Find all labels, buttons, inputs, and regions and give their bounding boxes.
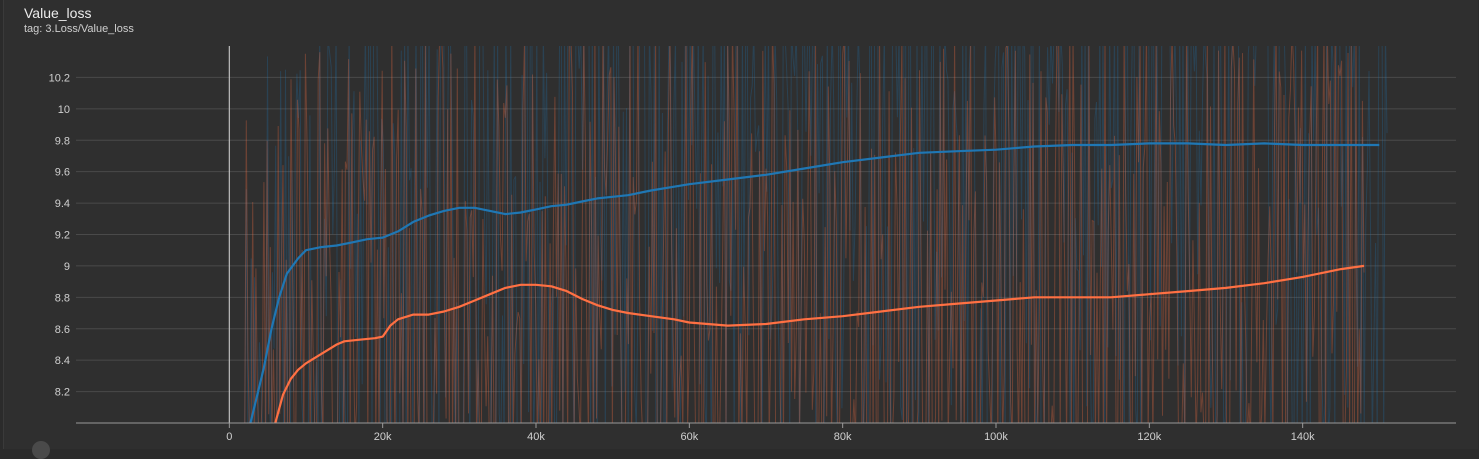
y-tick-label: 8.2 [55, 387, 70, 399]
y-tick-label: 9.4 [55, 198, 70, 210]
x-tick-label: 100k [984, 431, 1008, 443]
x-tick-label: 120k [1137, 431, 1161, 443]
y-tick-label: 9.8 [55, 135, 70, 147]
axes [76, 46, 1456, 428]
raw-trace-1 [244, 46, 1388, 423]
raw-noise-layer [244, 46, 1388, 423]
y-tick-label: 8.6 [55, 324, 70, 336]
y-tick-label: 10 [58, 104, 70, 116]
series-line-2[interactable] [274, 264, 1365, 423]
y-tick-label: 10.2 [49, 72, 70, 84]
x-tick-label: 40k [527, 431, 545, 443]
raw-trace-2 [244, 46, 1365, 423]
x-tick-label: 140k [1291, 431, 1315, 443]
y-tick-label: 9 [64, 261, 70, 273]
x-tick-label: 80k [834, 431, 852, 443]
series-line-1[interactable] [249, 142, 1380, 431]
line-chart[interactable]: 8.2 8.4 8.6 8.8 9 9.2 9.4 9.6 9.8 10 10.2 0 20k 40k 60… [4, 0, 1478, 449]
x-tick-label: 60k [680, 431, 698, 443]
y-tick-label: 9.2 [55, 230, 70, 242]
chart-card: Value_loss tag: 3.Loss/Value_loss 8.2 8.4… [3, 0, 1478, 459]
x-tick-label: 20k [374, 431, 392, 443]
card-action-icon[interactable] [32, 441, 50, 459]
chart-tag: tag: 3.Loss/Value_loss [24, 23, 134, 35]
tick-labels: 8.2 8.4 8.6 8.8 9 9.2 9.4 9.6 9.8 10 10.2 0 20k 40k 60… [49, 72, 1316, 443]
x-tick-label: 0 [226, 431, 232, 443]
series-lines [249, 142, 1380, 431]
chart-title: Value_loss [24, 5, 92, 21]
y-tick-label: 8.4 [55, 355, 70, 367]
y-tick-label: 8.8 [55, 292, 70, 304]
grid-lines [76, 76, 1456, 393]
y-tick-label: 9.6 [55, 167, 70, 179]
